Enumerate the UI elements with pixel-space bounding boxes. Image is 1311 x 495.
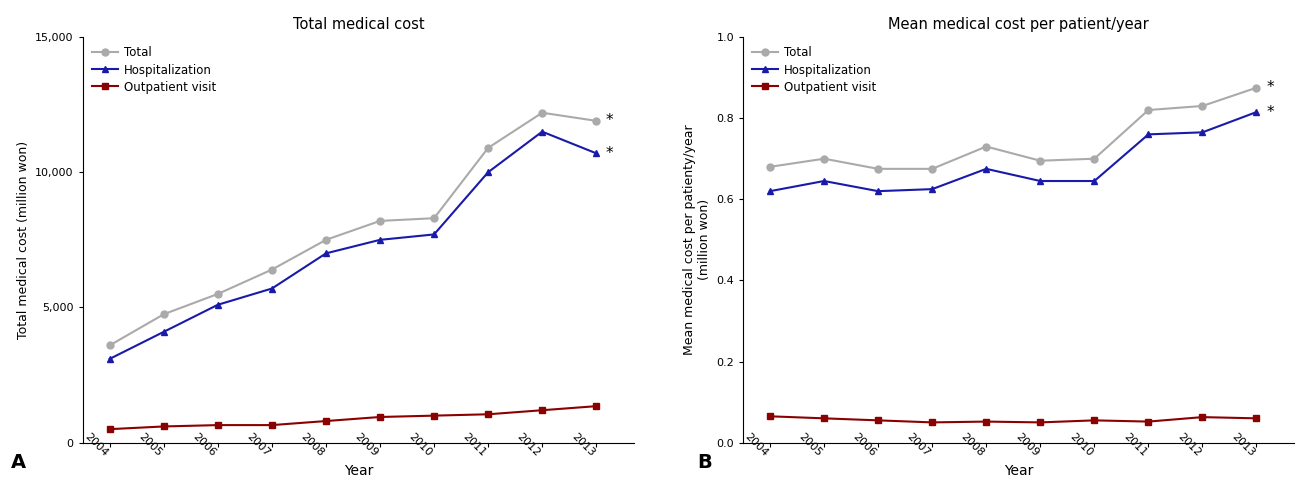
Total [1141,107,1156,113]
Total [480,145,496,151]
Line: Hospitalization: Hospitalization [106,128,599,362]
Hospitalization [817,178,832,184]
Hospitalization [871,188,886,194]
Total [1194,103,1210,109]
Total [156,311,172,317]
Line: Total: Total [767,84,1260,172]
Outpatient visit [264,422,279,428]
Outpatient visit [210,422,225,428]
Hospitalization [589,150,604,156]
Hospitalization [1033,178,1049,184]
Hospitalization [372,237,388,243]
Outpatient visit [924,419,940,425]
Total [210,291,225,297]
Outpatient visit [480,411,496,417]
Hospitalization [156,329,172,335]
X-axis label: Year: Year [1004,464,1033,478]
Total [319,237,334,243]
Total [589,118,604,124]
Hospitalization [1141,131,1156,137]
Title: Mean medical cost per patient/year: Mean medical cost per patient/year [889,17,1148,32]
Outpatient visit [1194,414,1210,420]
Line: Hospitalization: Hospitalization [767,108,1260,195]
Y-axis label: Total medical cost (million won): Total medical cost (million won) [17,141,30,339]
Text: A: A [10,452,26,472]
X-axis label: Year: Year [343,464,374,478]
Outpatient visit [589,403,604,409]
Hospitalization [480,169,496,175]
Total [1087,156,1103,162]
Hospitalization [1248,109,1264,115]
Total [102,343,118,348]
Outpatient visit [102,426,118,432]
Hospitalization [535,129,551,135]
Total [1033,158,1049,164]
Legend: Total, Hospitalization, Outpatient visit: Total, Hospitalization, Outpatient visit [749,43,880,97]
Outpatient visit [817,415,832,421]
Line: Outpatient visit: Outpatient visit [106,403,599,433]
Outpatient visit [762,413,777,419]
Total [1248,85,1264,91]
Line: Total: Total [106,109,599,349]
Outpatient visit [319,418,334,424]
Outpatient visit [1141,419,1156,425]
Hospitalization [924,186,940,192]
Text: B: B [697,452,712,472]
Text: *: * [1266,104,1274,120]
Hospitalization [426,232,442,238]
Y-axis label: Mean medical cost per patienty/year
(million won): Mean medical cost per patienty/year (mil… [683,125,711,355]
Hospitalization [1194,129,1210,135]
Line: Outpatient visit: Outpatient visit [767,413,1260,426]
Outpatient visit [426,413,442,419]
Outpatient visit [978,419,994,425]
Hospitalization [102,356,118,362]
Outpatient visit [871,417,886,423]
Title: Total medical cost: Total medical cost [292,17,425,32]
Total [535,110,551,116]
Text: *: * [1266,80,1274,95]
Text: *: * [606,113,614,128]
Hospitalization [1087,178,1103,184]
Hospitalization [210,302,225,308]
Total [426,215,442,221]
Hospitalization [319,250,334,256]
Total [817,156,832,162]
Total [762,164,777,170]
Legend: Total, Hospitalization, Outpatient visit: Total, Hospitalization, Outpatient visit [89,43,220,97]
Hospitalization [762,188,777,194]
Total [264,267,279,273]
Text: *: * [606,146,614,161]
Outpatient visit [535,407,551,413]
Outpatient visit [1087,417,1103,423]
Hospitalization [264,286,279,292]
Outpatient visit [372,414,388,420]
Total [978,144,994,149]
Total [924,166,940,172]
Outpatient visit [156,424,172,430]
Total [372,218,388,224]
Outpatient visit [1248,415,1264,421]
Outpatient visit [1033,419,1049,425]
Total [871,166,886,172]
Hospitalization [978,166,994,172]
